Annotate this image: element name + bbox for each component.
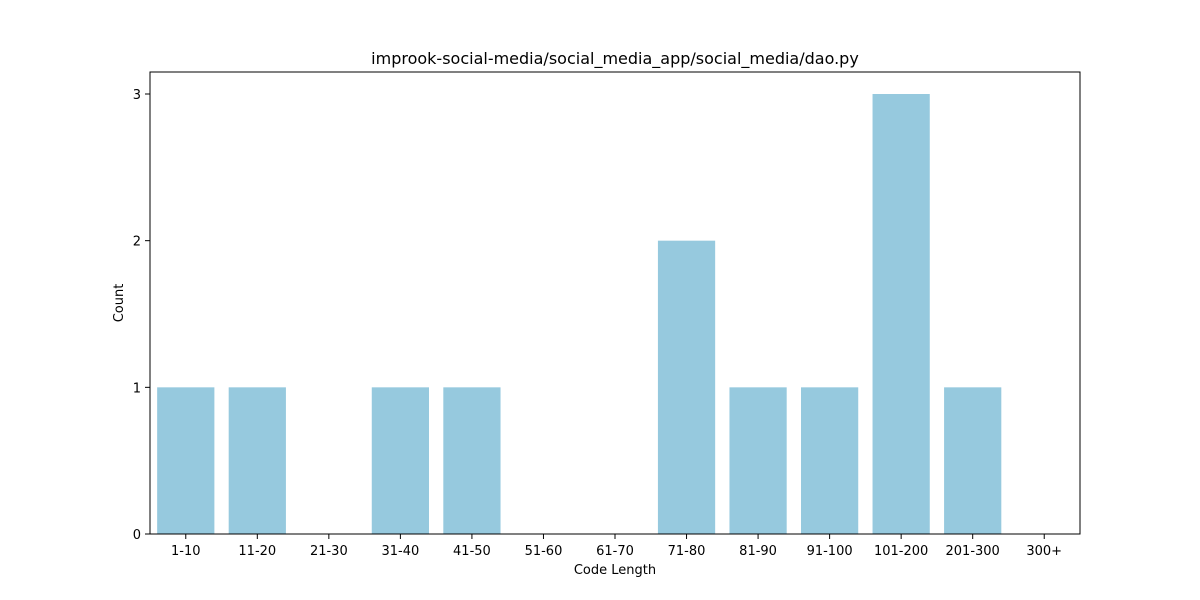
x-tick-label: 71-80	[668, 544, 706, 559]
x-tick-label: 91-100	[807, 544, 853, 559]
bar-31-40	[371, 387, 429, 534]
x-tick-label: 41-50	[453, 544, 491, 559]
x-tick-label: 51-60	[525, 544, 563, 559]
bar-1-10	[157, 387, 215, 534]
bar-11-20	[228, 387, 286, 534]
y-axis: 0 1 2 3	[133, 88, 150, 543]
x-tick-label: 81-90	[739, 544, 777, 559]
bar-71-80	[657, 240, 716, 534]
y-tick-label: 1	[133, 381, 141, 396]
bar-41-50	[443, 387, 501, 534]
bar-91-100	[801, 387, 859, 534]
x-tick-label: 21-30	[310, 544, 348, 559]
bar-81-90	[729, 387, 787, 534]
chart-title: improok-social-media/social_media_app/so…	[371, 49, 859, 69]
x-axis-label: Code Length	[574, 563, 656, 578]
y-tick-label: 2	[133, 235, 141, 250]
x-tick-label: 11-20	[238, 544, 276, 559]
x-tick-label: 101-200	[874, 544, 928, 559]
bar-201-300	[944, 387, 1002, 534]
y-tick-label: 3	[133, 88, 141, 103]
plot-frame	[149, 71, 1081, 535]
bar-101-200	[872, 94, 930, 534]
x-tick-label: 1-10	[171, 544, 201, 559]
y-tick-label: 0	[133, 528, 141, 543]
x-tick-label: 31-40	[381, 544, 419, 559]
y-axis-label: Count	[112, 284, 127, 323]
x-axis: 1-10 11-20 21-30 31-40 41-50 51-60 61-70 71-80 8…	[171, 534, 1062, 559]
x-tick-label: 201-300	[946, 544, 1000, 559]
x-tick-label: 300+	[1026, 544, 1062, 559]
bars-group	[157, 94, 1002, 534]
x-tick-label: 61-70	[596, 544, 634, 559]
